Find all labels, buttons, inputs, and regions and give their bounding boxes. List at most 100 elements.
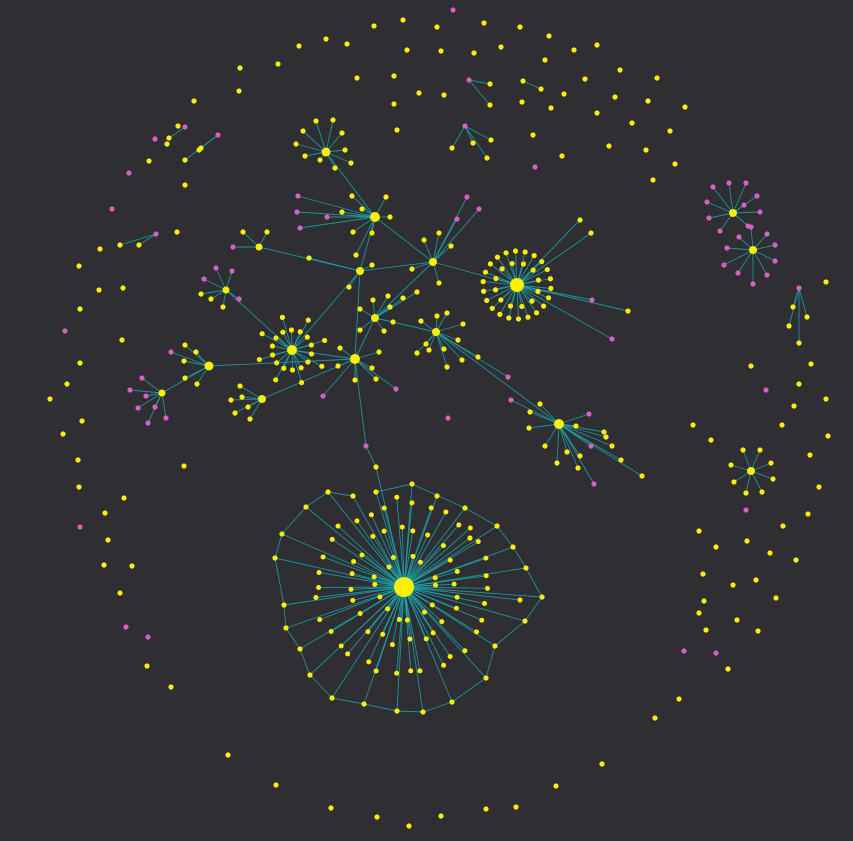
isolated-node[interactable]: [546, 33, 552, 39]
leaf-node[interactable]: [507, 303, 514, 309]
isolated-node[interactable]: [391, 73, 397, 79]
leaf-node[interactable]: [414, 350, 420, 356]
isolated-node[interactable]: [144, 663, 150, 669]
secondary-node[interactable]: [163, 415, 169, 421]
secondary-node[interactable]: [508, 397, 514, 403]
leaf-node[interactable]: [436, 230, 442, 236]
isolated-node[interactable]: [780, 523, 786, 529]
leaf-node[interactable]: [281, 365, 287, 371]
hub-node-small[interactable]: [222, 286, 230, 294]
leaf-node[interactable]: [428, 505, 434, 511]
leaf-node[interactable]: [350, 597, 356, 603]
leaf-node[interactable]: [357, 610, 363, 616]
isolated-node[interactable]: [517, 24, 523, 30]
isolated-node[interactable]: [76, 263, 82, 269]
leaf-node[interactable]: [342, 147, 348, 153]
hub-node-small[interactable]: [258, 395, 266, 403]
isolated-node[interactable]: [371, 23, 377, 29]
isolated-node[interactable]: [667, 128, 673, 134]
leaf-node[interactable]: [618, 457, 624, 463]
leaf-node[interactable]: [479, 617, 485, 623]
hub-node-small[interactable]: [729, 209, 737, 217]
hub-node-small[interactable]: [255, 243, 263, 251]
isolated-node[interactable]: [823, 396, 829, 402]
secondary-node[interactable]: [77, 524, 83, 530]
leaf-node[interactable]: [509, 260, 515, 267]
leaf-node[interactable]: [329, 536, 335, 542]
isolated-node[interactable]: [97, 246, 103, 252]
leaf-node[interactable]: [547, 276, 554, 282]
leaf-node[interactable]: [515, 316, 522, 322]
hub-node-small[interactable]: [747, 467, 755, 475]
leaf-node[interactable]: [328, 628, 334, 634]
secondary-node[interactable]: [721, 262, 727, 268]
secondary-node[interactable]: [726, 180, 732, 186]
isolated-node[interactable]: [77, 360, 83, 366]
leaf-node[interactable]: [544, 266, 550, 273]
isolated-node[interactable]: [793, 557, 799, 563]
isolated-node[interactable]: [553, 783, 559, 789]
leaf-node[interactable]: [373, 668, 379, 674]
hub-node-small[interactable]: [749, 246, 757, 254]
leaf-node[interactable]: [609, 443, 615, 449]
leaf-node[interactable]: [493, 275, 499, 282]
leaf-node[interactable]: [305, 317, 311, 323]
isolated-node[interactable]: [77, 306, 83, 312]
isolated-node[interactable]: [121, 495, 127, 501]
leaf-node[interactable]: [316, 584, 322, 590]
leaf-node[interactable]: [269, 343, 275, 349]
leaf-node[interactable]: [370, 297, 376, 303]
isolated-node[interactable]: [438, 48, 444, 54]
hub-node-medium[interactable]: [287, 345, 297, 355]
leaf-node[interactable]: [475, 539, 481, 545]
leaf-node[interactable]: [385, 293, 391, 299]
secondary-node[interactable]: [763, 387, 769, 393]
leaf-node[interactable]: [302, 153, 308, 159]
leaf-node[interactable]: [525, 314, 531, 320]
isolated-node[interactable]: [471, 50, 477, 56]
leaf-node[interactable]: [542, 443, 548, 449]
isolated-node[interactable]: [612, 94, 618, 100]
leaf-node[interactable]: [228, 397, 234, 403]
isolated-node[interactable]: [441, 92, 447, 98]
isolated-node[interactable]: [323, 36, 329, 42]
secondary-node[interactable]: [754, 193, 760, 199]
secondary-node[interactable]: [710, 184, 716, 190]
secondary-node[interactable]: [123, 624, 129, 630]
leaf-node[interactable]: [541, 303, 547, 309]
leaf-node[interactable]: [371, 574, 377, 580]
leaf-node[interactable]: [368, 512, 374, 518]
leaf-node[interactable]: [353, 252, 359, 258]
leaf-node[interactable]: [409, 481, 415, 487]
secondary-node[interactable]: [588, 443, 594, 449]
isolated-node[interactable]: [328, 805, 334, 811]
isolated-node[interactable]: [703, 627, 709, 633]
leaf-node[interactable]: [264, 229, 270, 235]
leaf-node[interactable]: [506, 315, 512, 321]
leaf-node[interactable]: [804, 314, 810, 320]
leaf-node[interactable]: [182, 375, 188, 381]
leaf-node[interactable]: [537, 401, 543, 407]
secondary-node[interactable]: [139, 375, 145, 381]
leaf-node[interactable]: [396, 617, 402, 623]
isolated-node[interactable]: [129, 563, 135, 569]
leaf-node[interactable]: [533, 310, 540, 316]
leaf-node[interactable]: [193, 349, 199, 355]
leaf-node[interactable]: [433, 582, 439, 588]
leaf-node[interactable]: [351, 558, 357, 564]
isolated-node[interactable]: [561, 91, 567, 97]
leaf-node[interactable]: [373, 489, 379, 495]
secondary-node[interactable]: [764, 231, 770, 237]
leaf-node[interactable]: [790, 304, 796, 310]
leaf-node[interactable]: [409, 500, 415, 506]
leaf-node[interactable]: [418, 318, 424, 324]
leaf-node[interactable]: [407, 636, 413, 642]
leaf-node[interactable]: [319, 363, 325, 369]
leaf-node[interactable]: [414, 289, 420, 295]
secondary-node[interactable]: [681, 648, 687, 654]
leaf-node[interactable]: [625, 308, 631, 314]
secondary-node[interactable]: [454, 216, 460, 222]
isolated-node[interactable]: [708, 437, 714, 443]
isolated-node[interactable]: [606, 143, 612, 149]
leaf-node[interactable]: [455, 337, 461, 343]
